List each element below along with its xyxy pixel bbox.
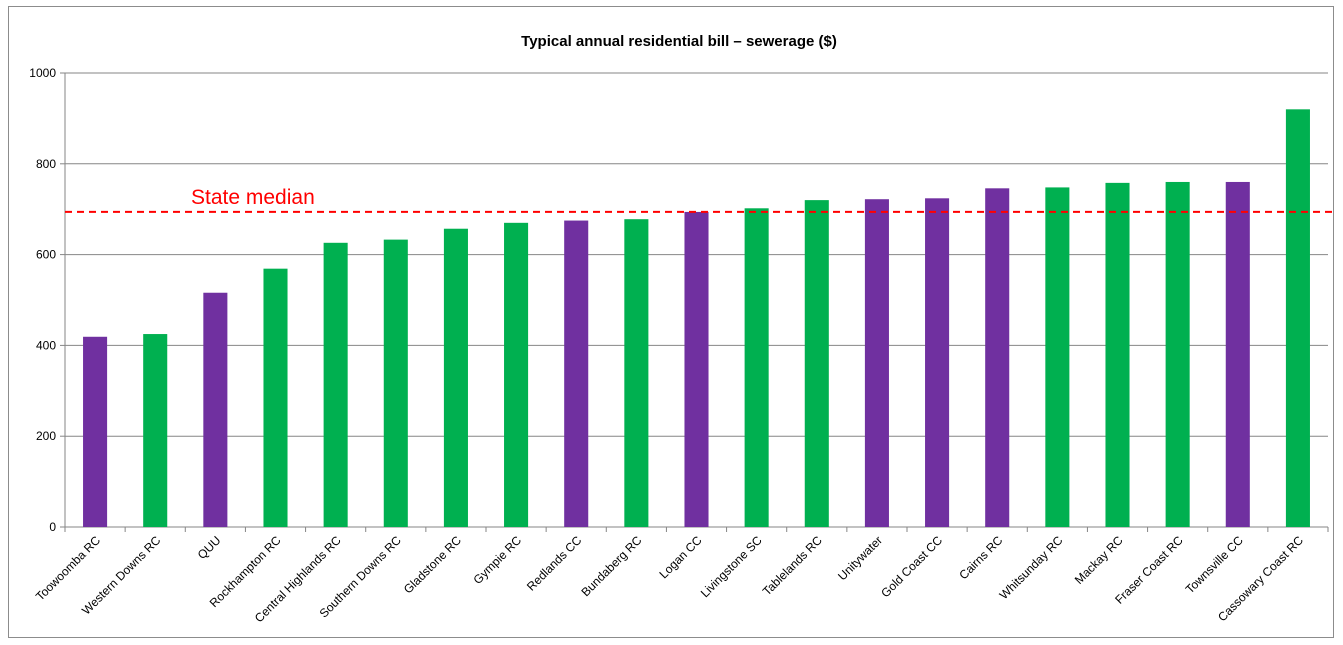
bar	[985, 188, 1010, 528]
chart-title: Typical annual residential bill – sewera…	[521, 33, 837, 50]
y-tick-label: 800	[36, 157, 56, 171]
y-tick-label: 200	[36, 429, 56, 443]
x-tick-label: Livingstone SC	[698, 533, 765, 600]
bar	[744, 208, 769, 528]
x-tick-label: Unitywater	[835, 533, 885, 583]
bars-layer	[83, 109, 1310, 528]
bar	[564, 220, 589, 528]
x-tick-label: Whitsunday RC	[997, 533, 1066, 602]
bar	[1105, 182, 1130, 528]
reference-layer: State median	[65, 186, 1332, 213]
state-median-label: State median	[191, 186, 315, 209]
bar	[323, 242, 348, 527]
bar	[624, 219, 649, 528]
x-tick-label: Logan CC	[657, 533, 705, 581]
bar	[263, 268, 288, 527]
chart-frame: Typical annual residential bill – sewera…	[8, 6, 1334, 638]
bar	[1285, 109, 1310, 527]
y-tick-label: 400	[36, 338, 56, 352]
x-tick-label: Cairns RC	[956, 533, 1005, 582]
bar	[925, 198, 950, 527]
x-tick-label: Bundaberg RC	[578, 533, 644, 599]
x-tick-label: Mackay RC	[1072, 533, 1126, 587]
y-tick-label: 0	[49, 520, 56, 534]
bar	[203, 292, 228, 527]
bar	[1165, 181, 1190, 527]
x-tick-label: Gladstone RC	[401, 533, 464, 596]
x-tick-label: Tablelands RC	[760, 533, 825, 598]
bar	[504, 222, 529, 527]
x-tick-label: Townsville CC	[1183, 533, 1246, 596]
bar	[1225, 181, 1250, 527]
bar	[83, 336, 108, 527]
bar	[383, 239, 408, 528]
y-tick-labels: 0 200 400 600 800 1000	[29, 66, 56, 534]
bar	[864, 199, 889, 527]
y-tick-label: 1000	[29, 66, 56, 80]
x-tick-label: Gold Coast CC	[878, 533, 945, 600]
bar	[684, 211, 709, 527]
x-tick-label: Gympie RC	[470, 533, 524, 587]
bar	[143, 334, 168, 527]
bar	[804, 200, 829, 527]
x-tick-label: Redlands CC	[524, 533, 585, 594]
chart-svg: Typical annual residential bill – sewera…	[29, 33, 1332, 625]
x-tick-label: QUU	[195, 533, 224, 562]
y-tick-label: 600	[36, 248, 56, 262]
bar	[1045, 187, 1070, 527]
bar	[443, 228, 468, 528]
